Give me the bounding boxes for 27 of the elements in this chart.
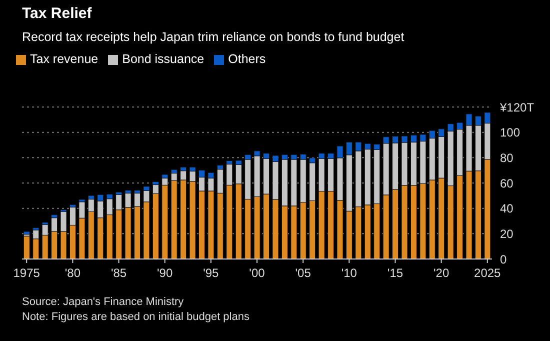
y-tick-label: 0 [500,252,507,266]
y-tick-label: 100 [500,126,520,140]
chart-subtitle: Record tax receipts help Japan trim reliance on bonds to fund budget [22,30,404,44]
x-tick-label: '00 [249,266,266,280]
x-tick-label: '90 [157,266,173,280]
x-tick-label: '80 [64,266,81,280]
x-tick-label: '20 [433,266,450,280]
legend-label: Others [228,52,266,66]
legend-label: Tax revenue [30,52,98,66]
y-tick-label: 60 [500,176,514,190]
x-tick-label: 1975 [13,266,40,280]
legend-label: Bond issuance [122,52,204,66]
x-tick-label: '10 [341,266,358,280]
x-tick-label: '05 [295,266,312,280]
bar [23,231,30,235]
y-tick-label: 20 [500,226,514,241]
x-tick-label: 2025 [474,266,502,280]
y-tick-label: 80 [500,150,514,165]
chart-title: Tax Relief [22,5,92,22]
bar [23,236,30,259]
x-tick-label: '85 [110,266,127,280]
text: Note: Figures are based on initial budget plans [22,311,250,323]
source-note: Source: Japan's Finance Ministry [22,296,184,308]
y-tick-label: 40 [500,202,514,216]
x-tick-label: '95 [203,266,220,280]
x-tick-label: '15 [387,266,404,280]
y-tick-label: ¥120T [499,100,535,114]
